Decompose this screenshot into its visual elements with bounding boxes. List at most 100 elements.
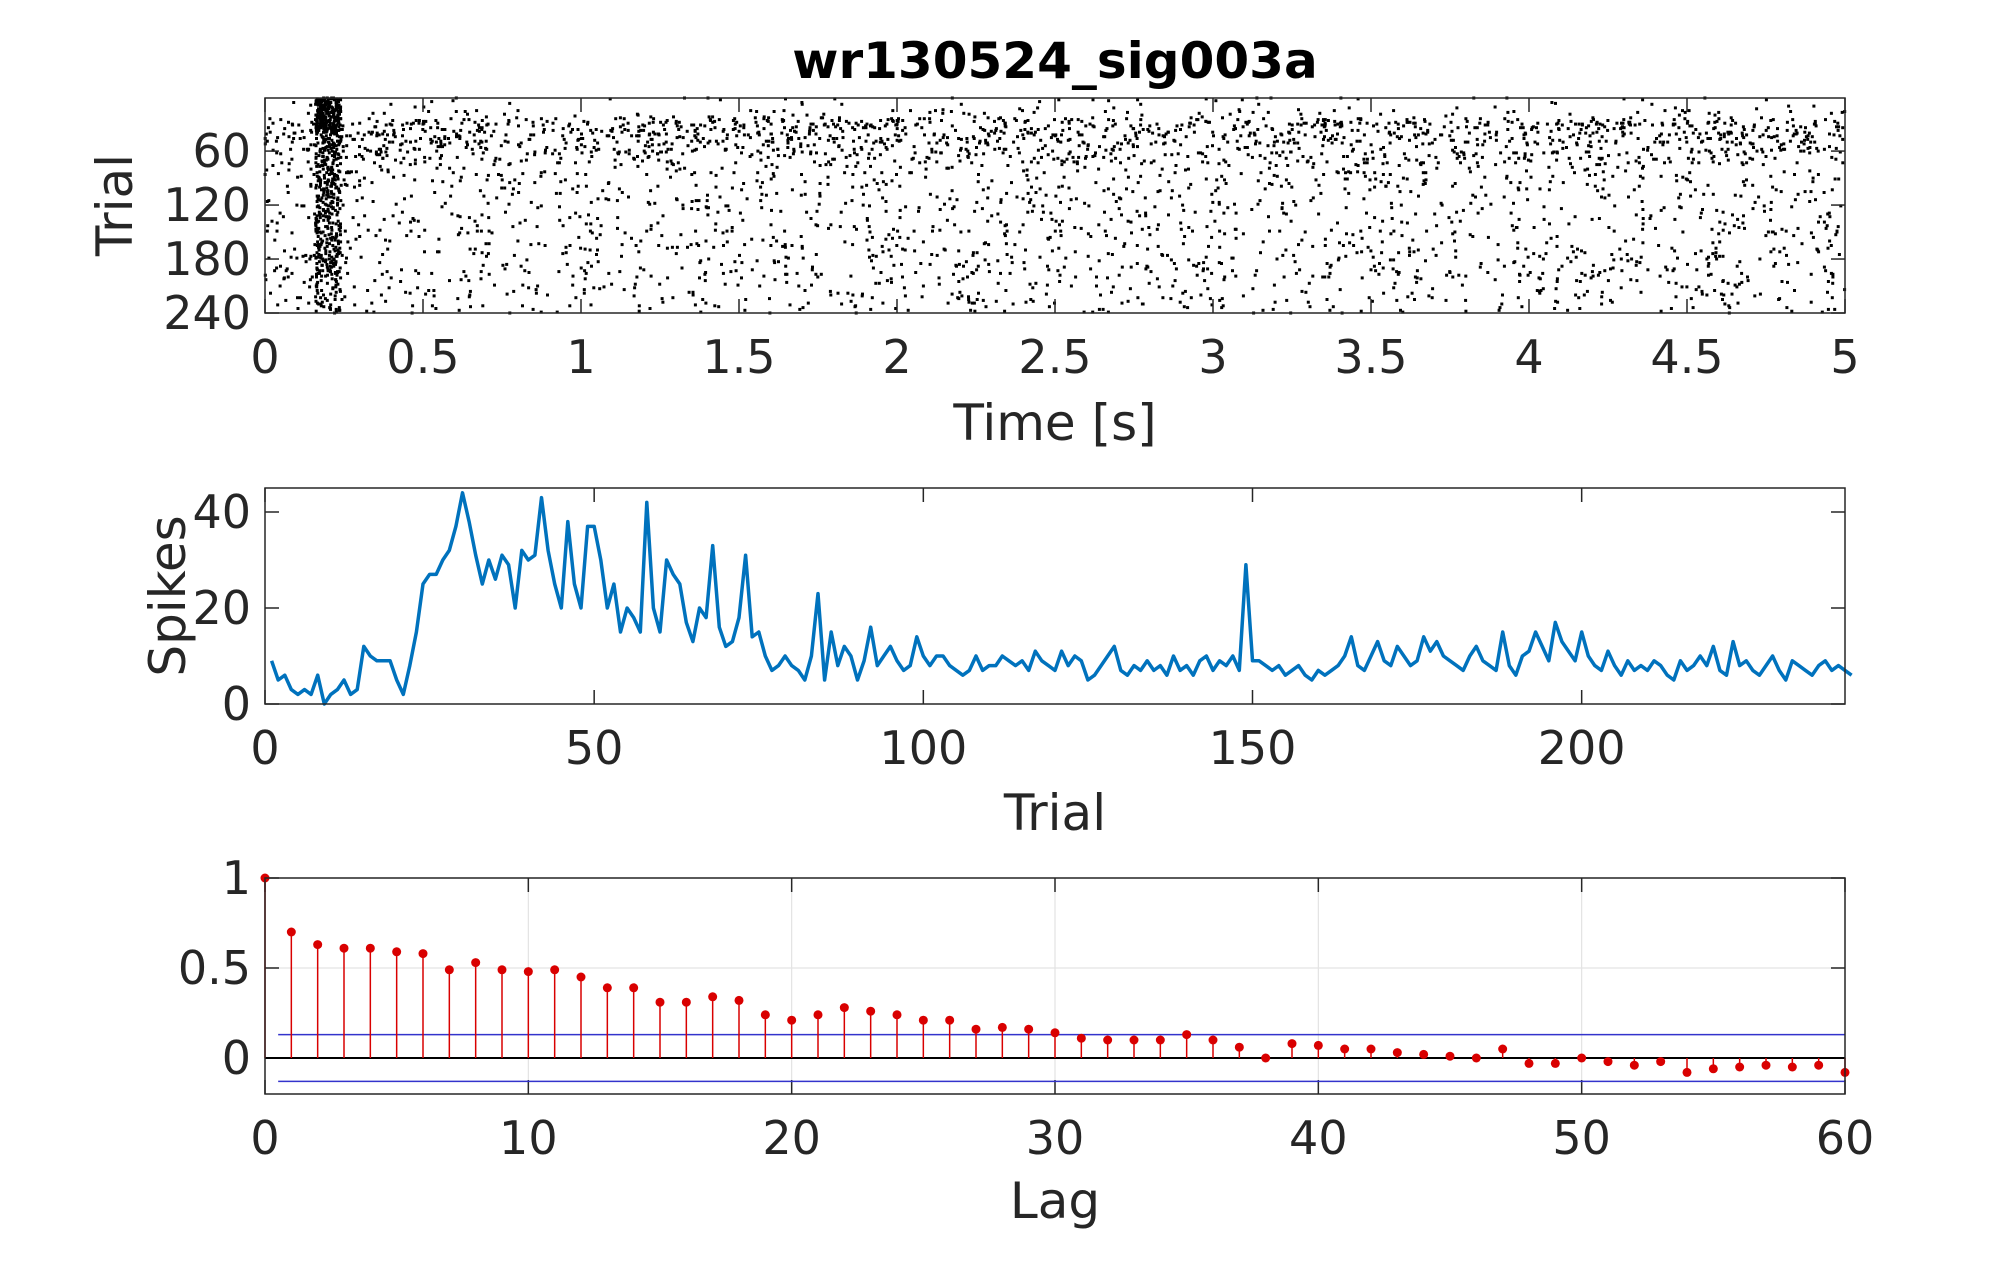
raster-spike: [1635, 279, 1639, 283]
raster-spike: [957, 137, 961, 140]
raster-spike: [326, 209, 330, 213]
raster-spike: [902, 286, 906, 290]
raster-spike: [597, 147, 601, 151]
raster-spike: [726, 204, 730, 208]
raster-spike: [771, 148, 775, 152]
raster-spike: [1551, 174, 1555, 178]
raster-spike: [452, 129, 456, 133]
raster-spike: [1360, 250, 1364, 254]
raster-spike: [846, 291, 850, 295]
raster-spike: [325, 262, 329, 266]
raster-spike: [704, 239, 708, 243]
raster-spike: [1811, 235, 1815, 239]
raster-spike: [637, 129, 641, 133]
raster-spike: [275, 266, 279, 270]
raster-spike: [575, 146, 579, 149]
raster-spike: [928, 110, 932, 114]
raster-spike: [580, 151, 584, 155]
raster-spike: [532, 133, 536, 137]
raster-spike: [319, 231, 323, 235]
raster-spike: [1678, 137, 1682, 141]
raster-spike: [1244, 120, 1248, 124]
raster-spike: [1380, 251, 1384, 255]
raster-spike: [358, 183, 362, 187]
raster-spike: [1271, 128, 1275, 131]
raster-spike: [392, 128, 396, 132]
acf-stem-marker: [1419, 1049, 1429, 1059]
raster-spike: [610, 282, 614, 286]
raster-spike: [1637, 155, 1641, 159]
raster-spike: [776, 154, 780, 158]
raster-spike: [1599, 146, 1603, 150]
raster-spike: [333, 173, 336, 176]
raster-spike: [1690, 147, 1694, 151]
raster-spike: [1147, 226, 1151, 229]
raster-spike: [971, 251, 975, 255]
raster-spike: [1373, 171, 1377, 175]
raster-spike: [1129, 220, 1133, 224]
raster-spike: [1841, 137, 1845, 141]
raster-spike: [1080, 133, 1084, 137]
raster-spike: [976, 264, 980, 268]
raster-spike: [986, 143, 990, 147]
raster-spike: [806, 301, 810, 305]
raster-spike: [388, 239, 392, 243]
raster-spike: [1735, 285, 1739, 289]
spikes-axes-frame: [264, 487, 1846, 705]
raster-spike: [1659, 309, 1663, 313]
raster-spike: [339, 226, 342, 229]
raster-spike: [523, 269, 527, 273]
raster-spike: [1207, 244, 1210, 248]
raster-spike: [583, 247, 587, 251]
raster-spike: [1365, 157, 1369, 161]
raster-spike: [375, 131, 379, 135]
raster-spike: [341, 149, 345, 153]
raster-spike: [1396, 122, 1400, 126]
raster-spike: [1217, 147, 1221, 151]
raster-spike: [1332, 109, 1336, 113]
raster-spike: [324, 225, 328, 229]
raster-spike: [330, 138, 334, 142]
raster-spike: [1467, 166, 1471, 170]
raster-spike: [1595, 130, 1599, 134]
raster-spike: [1149, 142, 1153, 146]
raster-spike: [1264, 124, 1268, 128]
raster-spike: [771, 137, 775, 140]
raster-spike: [1573, 215, 1577, 219]
raster-spike: [1667, 280, 1671, 284]
raster-spike: [321, 119, 325, 123]
raster-spike: [975, 298, 979, 301]
raster-spike: [959, 137, 963, 141]
raster-spike: [1323, 122, 1327, 126]
raster-spike: [1461, 208, 1465, 212]
raster-spike: [1086, 232, 1090, 236]
raster-spike: [278, 284, 282, 288]
raster-spike: [327, 233, 331, 237]
raster-spike: [443, 143, 447, 147]
raster-spike: [1131, 145, 1135, 149]
raster-spike: [1392, 258, 1396, 262]
raster-spike: [720, 166, 724, 170]
raster-spike: [637, 250, 641, 254]
raster-spike: [331, 221, 335, 225]
raster-spike: [358, 235, 362, 238]
raster-spike: [417, 235, 421, 238]
acf-stem-marker: [1129, 1035, 1139, 1045]
raster-spike: [1303, 230, 1307, 234]
raster-spike: [1641, 164, 1645, 168]
raster-spike: [937, 276, 941, 280]
raster-spike: [738, 253, 741, 257]
raster-spike: [344, 261, 348, 265]
raster-spike: [1731, 213, 1734, 217]
raster-spike: [1653, 140, 1657, 144]
raster-spike: [300, 129, 304, 133]
raster-spike: [1054, 219, 1058, 223]
raster-spike: [1118, 147, 1122, 151]
raster-spike: [1589, 276, 1593, 280]
raster-spike: [265, 168, 269, 172]
raster-spike: [380, 168, 384, 172]
raster-spike: [1082, 141, 1086, 145]
raster-spike: [782, 109, 786, 113]
